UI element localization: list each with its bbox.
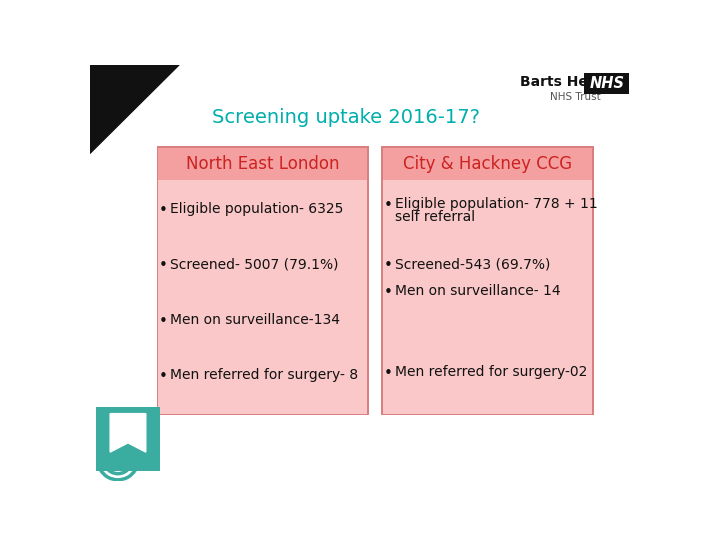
Text: NHS Trust: NHS Trust — [550, 92, 601, 102]
Text: •: • — [384, 258, 393, 273]
Text: NHS: NHS — [590, 76, 624, 91]
Text: Screened- 5007 (79.1%): Screened- 5007 (79.1%) — [170, 257, 338, 271]
Text: self referral: self referral — [395, 211, 474, 224]
Text: Screened-543 (69.7%): Screened-543 (69.7%) — [395, 257, 550, 271]
FancyBboxPatch shape — [96, 408, 160, 470]
Text: Eligible population- 6325: Eligible population- 6325 — [170, 202, 343, 216]
FancyBboxPatch shape — [158, 180, 367, 414]
Text: •: • — [384, 285, 393, 300]
Text: •: • — [159, 314, 168, 328]
Text: Men on surveillance-134: Men on surveillance-134 — [170, 313, 340, 327]
Text: •: • — [384, 366, 393, 381]
FancyBboxPatch shape — [382, 146, 594, 415]
Polygon shape — [110, 414, 145, 452]
Text: •: • — [384, 198, 393, 213]
Text: Barts Health: Barts Health — [520, 75, 618, 89]
Text: Men referred for surgery-02: Men referred for surgery-02 — [395, 365, 587, 379]
Text: Screening uptake 2016-17?: Screening uptake 2016-17? — [212, 107, 480, 127]
FancyBboxPatch shape — [585, 72, 629, 94]
Text: Men on surveillance- 14: Men on surveillance- 14 — [395, 284, 560, 298]
FancyBboxPatch shape — [158, 148, 367, 180]
Text: •: • — [159, 369, 168, 384]
FancyBboxPatch shape — [157, 146, 369, 415]
Text: •: • — [159, 258, 168, 273]
Text: North East London: North East London — [186, 155, 340, 173]
Polygon shape — [90, 65, 179, 153]
Text: Men referred for surgery- 8: Men referred for surgery- 8 — [170, 368, 358, 382]
Text: •: • — [159, 202, 168, 218]
Text: Eligible population- 778 + 11: Eligible population- 778 + 11 — [395, 197, 598, 211]
FancyBboxPatch shape — [383, 148, 593, 180]
FancyBboxPatch shape — [383, 180, 593, 414]
Text: City & Hackney CCG: City & Hackney CCG — [403, 155, 572, 173]
